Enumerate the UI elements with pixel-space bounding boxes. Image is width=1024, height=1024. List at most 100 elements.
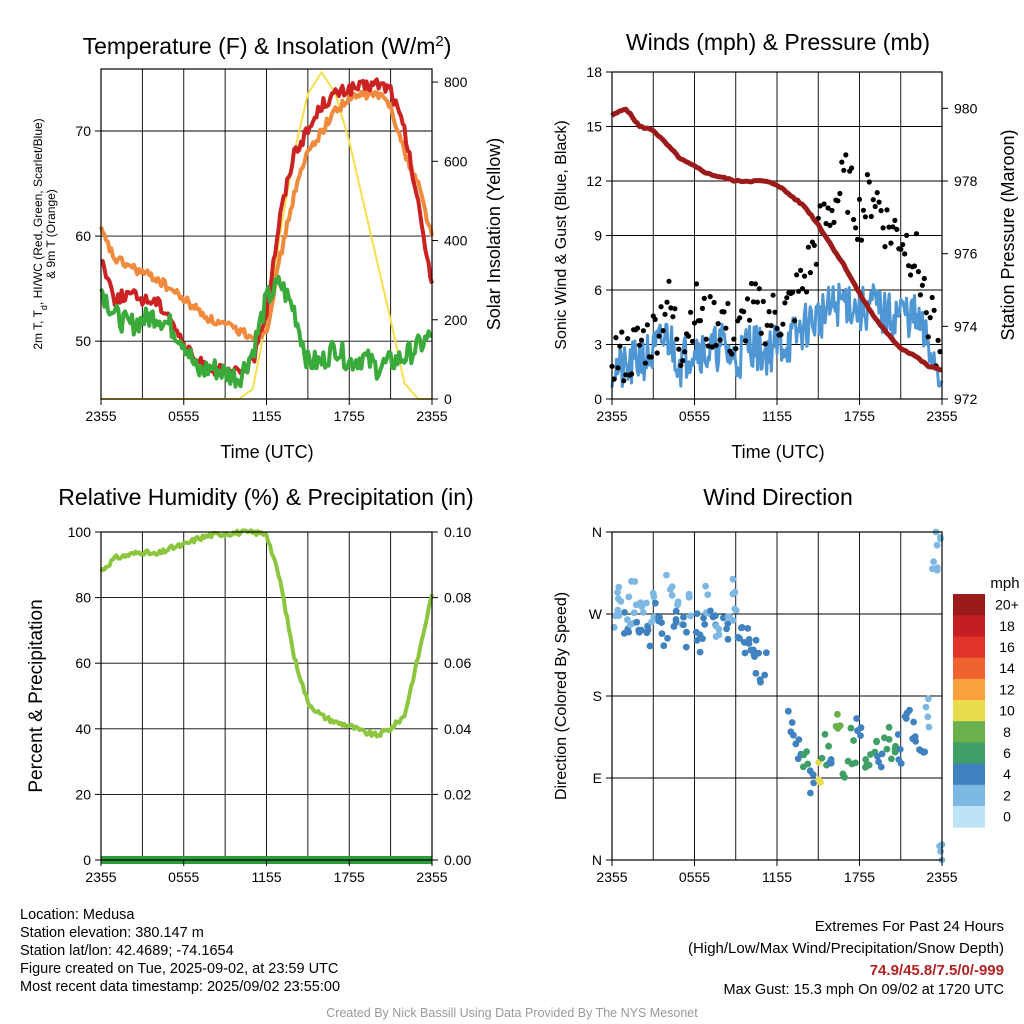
direction-point [787, 728, 795, 736]
colorbar-swatch [953, 700, 985, 722]
gust-point [766, 309, 772, 315]
direction-point [930, 558, 937, 565]
direction-point [715, 631, 723, 639]
y-tick-label: N [592, 524, 602, 540]
pressure-ylabel: Station Pressure (Maroon) [998, 129, 1018, 340]
direction-point [850, 737, 857, 744]
gust-point [623, 372, 629, 378]
colorbar-label: 12 [999, 681, 1015, 697]
gust-point [750, 299, 757, 305]
direction-point [929, 565, 936, 573]
gust-point [882, 244, 888, 250]
y-tick-label: 6 [594, 282, 602, 298]
gust-point [705, 343, 711, 349]
direction-point [666, 586, 674, 593]
direction-point [687, 612, 694, 620]
y2-tick-label: 0.04 [444, 721, 471, 737]
direction-point [656, 614, 663, 621]
direction-point [614, 589, 621, 596]
direction-point [699, 635, 706, 642]
gust-point [613, 335, 619, 341]
y2-tick-label: 0.02 [444, 786, 471, 802]
gust-point [792, 318, 798, 324]
direction-point [707, 607, 714, 615]
y2-tick-label: 972 [954, 391, 978, 407]
direction-point [723, 625, 730, 633]
gust-point [927, 315, 933, 321]
colorbar-label: 20+ [995, 597, 1019, 613]
gust-point [752, 281, 759, 287]
direction-point [731, 605, 739, 613]
y2-tick-label: 978 [954, 173, 978, 189]
gust-point [821, 201, 827, 207]
gust-point [853, 225, 859, 231]
series-2m-t-line [100, 77, 434, 377]
gust-point [670, 314, 676, 320]
gust-point [870, 197, 876, 203]
gust-point [904, 232, 910, 238]
credit-text: Created By Nick Bassill Using Data Provi… [326, 1006, 698, 1020]
x-tick-label: 1755 [334, 869, 365, 885]
colorbar-label: 0 [1003, 809, 1011, 825]
direction-point [788, 719, 796, 726]
direction-point [702, 582, 709, 590]
direction-point [680, 613, 687, 621]
y2-tick-label: 980 [954, 100, 978, 116]
direction-point [894, 731, 902, 738]
gust-point [915, 269, 922, 275]
direction-point [624, 616, 631, 624]
direction-point [809, 771, 817, 778]
x-tick-label: 1155 [762, 408, 792, 424]
temperature-ticks: 2355 0555 1155 1755 2355 50 60 70 0 200 400 600 800 [75, 74, 467, 424]
direction-point [752, 636, 760, 644]
colorbar-swatch [953, 678, 985, 701]
gust-point [760, 298, 766, 305]
x-tick-label: 0555 [679, 869, 710, 885]
gust-point [758, 330, 764, 336]
y-tick-label: 20 [75, 786, 91, 802]
gust-point [898, 246, 904, 252]
location-text: Location: Medusa [20, 907, 135, 923]
humidity-panel: Relative Humidity (%) & Precipitation (i… [26, 484, 474, 885]
gust-point [937, 349, 943, 355]
gust-point [707, 294, 713, 300]
colorbar: 20+ 18 16 14 12 10 8 6 4 2 0 [953, 594, 1019, 828]
y-tick-label: 100 [68, 524, 92, 540]
x-tick-label: 0555 [168, 869, 199, 885]
direction-point [712, 612, 719, 620]
gust-point [931, 307, 937, 313]
gust-point [678, 362, 684, 368]
x-tick-label: 1755 [334, 408, 365, 424]
gust-point [854, 236, 861, 242]
colorbar-swatch [953, 615, 985, 637]
direction-point [891, 748, 899, 756]
direction-point [883, 745, 891, 753]
y-tick-label: 40 [75, 721, 91, 737]
series-td-line [99, 274, 433, 389]
colorbar-swatch [953, 742, 985, 765]
series-sonic-wind-line [610, 282, 944, 388]
y-tick-label: W [589, 606, 603, 622]
direction-point [834, 710, 841, 718]
y-tick-label: 12 [586, 173, 602, 189]
gust-point [874, 190, 880, 196]
y-tick-label: 60 [75, 655, 91, 671]
gust-point [849, 165, 855, 171]
gust-point [617, 343, 623, 349]
y-tick-label: 3 [594, 337, 602, 353]
direction-point [873, 738, 880, 746]
x-tick-label: 0555 [168, 408, 199, 424]
direction-point [625, 593, 633, 601]
colorbar-title: mph [990, 575, 1019, 592]
svg-text:2m T, Td, HI/WC (Red, Green, S: 2m T, Td, HI/WC (Red, Green, Scarlet/Blu… [31, 118, 49, 349]
direction-point [626, 621, 634, 629]
direction-point [875, 758, 882, 766]
x-tick-label: 2355 [416, 869, 447, 885]
direction-point [755, 649, 762, 657]
x-tick-label: 0555 [679, 408, 710, 424]
gust-point [813, 261, 819, 267]
y-tick-label: 60 [75, 228, 91, 244]
direction-point [888, 755, 895, 763]
direction-point [847, 724, 855, 732]
gust-point [770, 292, 776, 298]
